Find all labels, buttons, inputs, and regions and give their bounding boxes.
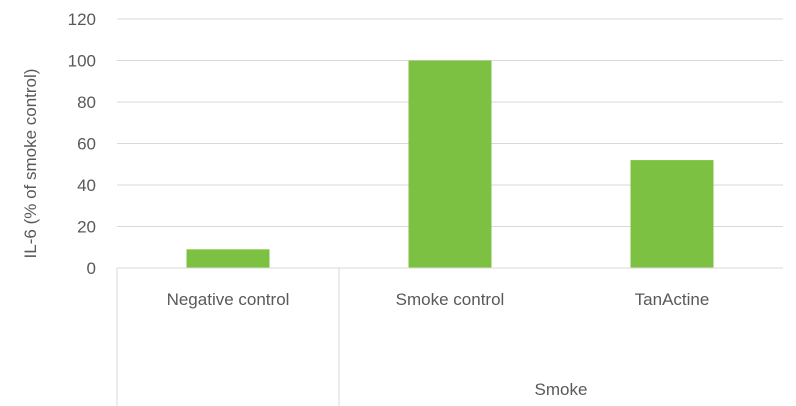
y-tick-labels: 0 20 40 60 80 100 120 (68, 10, 96, 278)
y-tick-label: 40 (77, 176, 96, 195)
bar (408, 60, 492, 268)
y-axis-title: IL-6 (% of smoke control) (21, 69, 40, 259)
y-tick-label: 0 (87, 259, 96, 278)
y-tick-label: 80 (77, 93, 96, 112)
category-label: Smoke control (396, 290, 505, 309)
bar (630, 160, 714, 268)
y-tick-label: 100 (68, 52, 96, 71)
bar (186, 249, 270, 268)
group-label: Smoke (535, 380, 588, 399)
category-label: TanActine (635, 290, 710, 309)
y-tick-label: 120 (68, 10, 96, 29)
category-label: Negative control (167, 290, 290, 309)
bars (186, 60, 714, 268)
y-tick-label: 60 (77, 135, 96, 154)
category-axis: Negative control Smoke control TanActine Sm… (116, 267, 783, 406)
y-tick-label: 20 (77, 218, 96, 237)
